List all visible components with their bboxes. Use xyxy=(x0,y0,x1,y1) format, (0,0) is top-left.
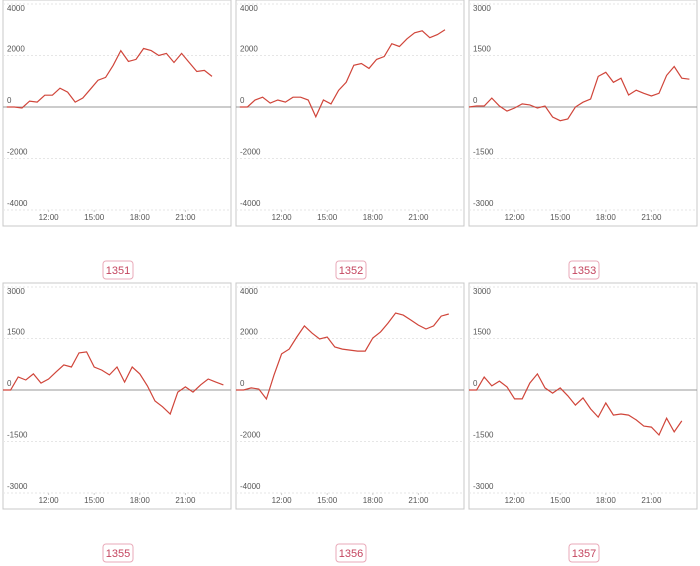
panel xyxy=(2,0,232,227)
x-tick-label: 12:00 xyxy=(272,213,293,222)
data-line xyxy=(3,351,224,416)
y-tick-label: 1500 xyxy=(473,45,491,54)
y-tick-label: 1500 xyxy=(473,328,491,337)
data-line xyxy=(468,65,690,122)
chart-title: 1352 xyxy=(339,265,363,277)
y-tick-label: 0 xyxy=(240,379,245,388)
y-tick-label: -4000 xyxy=(7,199,28,208)
y-tick-label: 4000 xyxy=(7,4,25,13)
y-tick-label: -4000 xyxy=(240,482,261,491)
x-tick-label: 15:00 xyxy=(317,213,338,222)
data-line xyxy=(469,372,683,437)
x-tick-label: 21:00 xyxy=(641,213,662,222)
x-tick-label: 21:00 xyxy=(408,496,429,505)
x-tick-label: 15:00 xyxy=(550,213,571,222)
x-tick-label: 15:00 xyxy=(550,496,571,505)
label-button[interactable] xyxy=(568,260,600,280)
x-tick-label: 18:00 xyxy=(596,496,617,505)
chart-title: 1353 xyxy=(572,265,596,277)
y-tick-label: -2000 xyxy=(7,148,28,157)
x-tick-label: 18:00 xyxy=(130,496,151,505)
panel xyxy=(2,282,232,510)
y-tick-label: -1500 xyxy=(7,431,28,440)
y-tick-label: 0 xyxy=(7,96,12,105)
data-line xyxy=(239,29,446,119)
panel xyxy=(235,282,465,510)
x-tick-label: 12:00 xyxy=(505,213,526,222)
y-tick-label: -4000 xyxy=(240,199,261,208)
y-tick-label: 4000 xyxy=(240,287,258,296)
panel xyxy=(468,282,698,510)
label-button[interactable] xyxy=(335,543,367,563)
y-tick-label: 2000 xyxy=(240,328,258,337)
y-tick-label: 0 xyxy=(473,379,478,388)
chart-title: 1356 xyxy=(339,548,363,560)
y-tick-label: 1500 xyxy=(7,328,25,337)
y-tick-label: 3000 xyxy=(7,287,25,296)
y-tick-label: 3000 xyxy=(473,287,491,296)
y-tick-label: -3000 xyxy=(473,199,494,208)
x-tick-label: 12:00 xyxy=(39,496,60,505)
x-tick-label: 18:00 xyxy=(596,213,617,222)
chart-title: 1351 xyxy=(106,265,130,277)
y-tick-label: 0 xyxy=(240,96,245,105)
x-tick-label: 15:00 xyxy=(84,496,105,505)
x-tick-label: 18:00 xyxy=(363,213,384,222)
x-tick-label: 12:00 xyxy=(505,496,526,505)
x-tick-label: 15:00 xyxy=(84,213,105,222)
x-tick-label: 18:00 xyxy=(130,213,151,222)
x-tick-label: 12:00 xyxy=(272,496,293,505)
y-tick-label: -2000 xyxy=(240,148,261,157)
y-tick-label: 4000 xyxy=(240,4,258,13)
y-tick-label: -2000 xyxy=(240,431,261,440)
y-tick-label: 2000 xyxy=(7,45,25,54)
y-tick-label: -1500 xyxy=(473,431,494,440)
y-tick-label: 0 xyxy=(7,379,12,388)
label-button[interactable] xyxy=(335,260,367,280)
chart-title: 1357 xyxy=(572,548,596,560)
x-tick-label: 21:00 xyxy=(175,213,196,222)
label-button[interactable] xyxy=(568,543,600,563)
x-tick-label: 21:00 xyxy=(408,213,429,222)
label-button[interactable] xyxy=(102,543,134,563)
y-tick-label: 3000 xyxy=(473,4,491,13)
data-line xyxy=(236,312,449,401)
panel xyxy=(235,0,465,227)
y-tick-label: -3000 xyxy=(7,482,28,491)
y-tick-label: 2000 xyxy=(240,45,258,54)
x-tick-label: 21:00 xyxy=(641,496,662,505)
panel xyxy=(468,0,698,227)
x-tick-label: 18:00 xyxy=(363,496,384,505)
chart-title: 1355 xyxy=(106,548,130,560)
data-line xyxy=(6,47,213,109)
x-tick-label: 12:00 xyxy=(39,213,60,222)
y-tick-label: 0 xyxy=(473,96,478,105)
label-button[interactable] xyxy=(102,260,134,280)
x-tick-label: 15:00 xyxy=(317,496,338,505)
y-tick-label: -1500 xyxy=(473,148,494,157)
x-tick-label: 21:00 xyxy=(175,496,196,505)
y-tick-label: -3000 xyxy=(473,482,494,491)
